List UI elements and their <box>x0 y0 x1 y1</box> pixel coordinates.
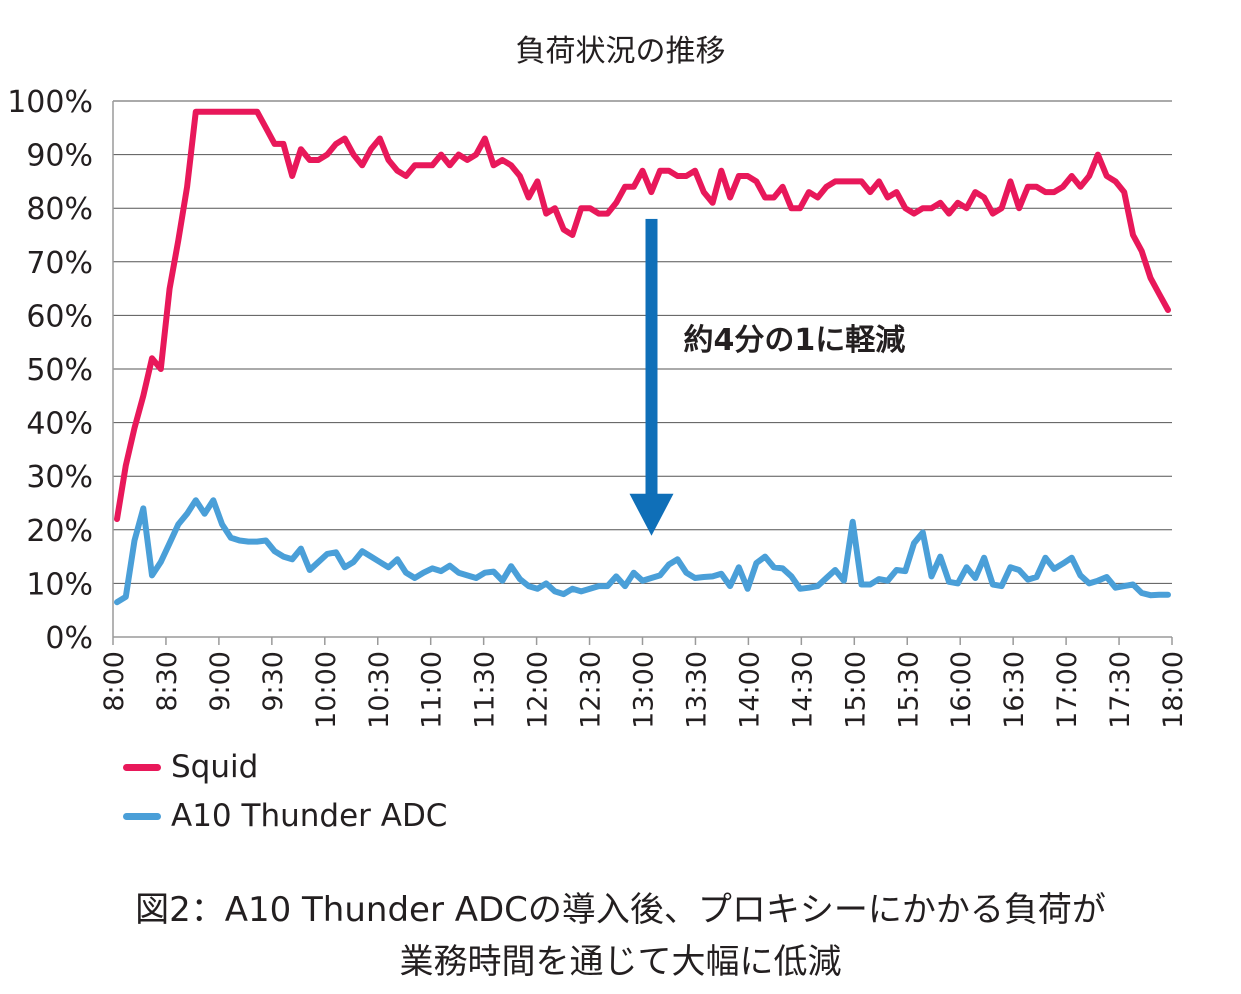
legend-item-a10: A10 Thunder ADC <box>123 796 447 836</box>
y-tick-label: 10% <box>26 567 93 602</box>
x-tick-label: 17:00 <box>1052 651 1083 729</box>
legend-item-squid: Squid <box>123 747 258 787</box>
y-tick-label: 100% <box>7 85 93 120</box>
x-tick-label: 16:00 <box>946 651 977 729</box>
series-line-a10 <box>114 497 1171 606</box>
annotation-arrow-shaft <box>645 218 658 502</box>
x-axis-tick-labels: 8:00 8:30 9:00 9:30 10:00 10:30 11:00 11:30 12:0… <box>99 651 1189 729</box>
legend-swatch-squid <box>123 763 161 771</box>
x-tick-label: 8:00 <box>99 651 130 712</box>
legend-label-a10: A10 Thunder ADC <box>171 798 448 834</box>
y-tick-label: 60% <box>26 299 93 334</box>
y-tick-label: 90% <box>26 139 93 174</box>
y-tick-label: 0% <box>45 621 93 656</box>
x-tick-label: 10:30 <box>364 651 395 729</box>
x-tick-label: 12:00 <box>523 651 554 729</box>
x-tick-label: 11:00 <box>417 651 448 729</box>
y-tick-label: 20% <box>26 514 93 549</box>
annotation-arrow-head <box>629 493 674 536</box>
y-tick-label: 80% <box>26 192 93 227</box>
y-tick-label: 50% <box>26 353 93 388</box>
legend-label-squid: Squid <box>171 749 259 785</box>
gridlines <box>112 100 1173 645</box>
x-tick-label: 10:00 <box>311 651 342 729</box>
x-tick-label: 16:30 <box>999 651 1030 729</box>
x-tick-label: 9:30 <box>258 651 289 712</box>
series-lines <box>114 108 1171 606</box>
x-tick-label: 9:00 <box>205 651 236 712</box>
x-tick-label: 14:00 <box>734 651 765 729</box>
y-tick-label: 70% <box>26 246 93 281</box>
x-tick-label: 18:00 <box>1158 651 1189 729</box>
x-tick-label: 17:30 <box>1105 651 1136 729</box>
annotation-label: 約4分の1に軽減 <box>684 323 906 358</box>
x-tick-label: 15:30 <box>893 651 924 729</box>
y-tick-label: 30% <box>26 460 93 495</box>
x-tick-label: 8:30 <box>152 651 183 712</box>
y-axis-tick-labels: 0% 10% 20% 30% 40% 50% 60% 70% 80% 90% 100% <box>7 85 93 656</box>
caption-line-1: 図2：A10 Thunder ADCの導入後、プロキシーにかかる負荷が <box>135 890 1106 930</box>
y-tick-label: 40% <box>26 407 93 442</box>
x-tick-label: 13:00 <box>629 651 660 729</box>
x-tick-label: 14:30 <box>787 651 818 729</box>
legend-swatch-a10 <box>123 812 161 820</box>
caption-line-2: 業務時間を通じて大幅に低減 <box>399 942 842 982</box>
x-tick-label: 12:30 <box>576 651 607 729</box>
x-tick-label: 11:30 <box>470 651 501 729</box>
x-tick-label: 13:30 <box>681 651 712 729</box>
x-tick-label: 15:00 <box>840 651 871 729</box>
annotation: 約4分の1に軽減 <box>629 218 906 536</box>
chart-title: 負荷状況の推移 <box>515 34 726 69</box>
figure-caption: 図2：A10 Thunder ADCの導入後、プロキシーにかかる負荷が 業務時間… <box>0 884 1241 988</box>
series-line-squid <box>114 108 1171 523</box>
